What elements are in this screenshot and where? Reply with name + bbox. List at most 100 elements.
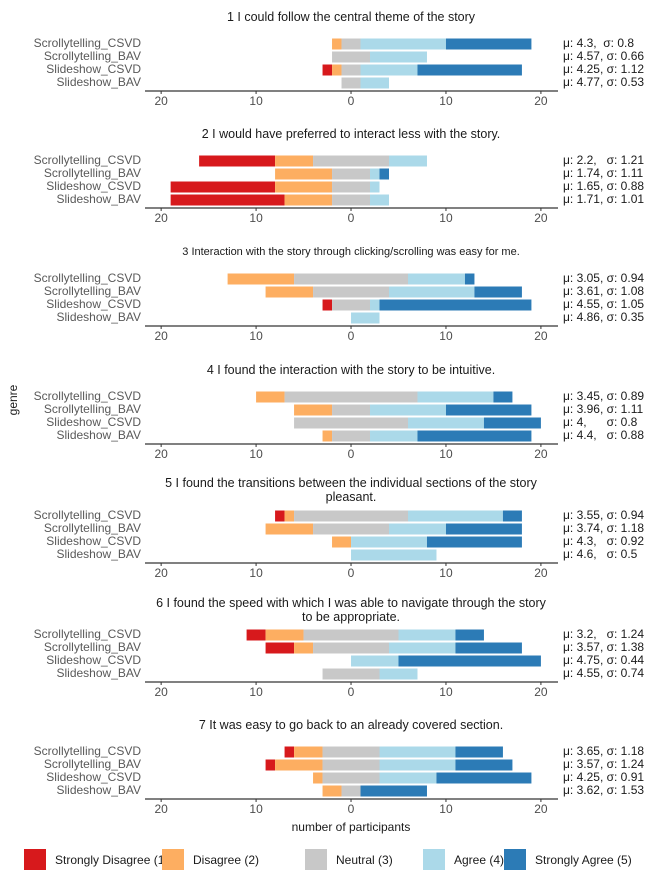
bar-segment — [322, 772, 380, 784]
panel-title: 6 I found the speed with which I was abl… — [156, 596, 546, 624]
legend-label: Strongly Disagree (1) — [55, 853, 168, 867]
stat-label: μ: 3.74, σ: 1.18 — [563, 521, 644, 535]
stat-label: μ: 4.75, σ: 0.44 — [563, 653, 644, 667]
stat-label: μ: 3.05, σ: 0.94 — [563, 271, 644, 285]
stat-label: μ: 1.71, σ: 1.01 — [563, 192, 644, 206]
stat-label: μ: 3.62, σ: 1.53 — [563, 783, 644, 797]
bar-segment — [332, 38, 342, 50]
x-tick-label: 20 — [154, 211, 168, 225]
x-tick-label: 10 — [439, 329, 453, 343]
bar-segment — [275, 181, 333, 193]
bar-segment — [474, 286, 522, 298]
stat-label: μ: 4.55, σ: 1.05 — [563, 297, 644, 311]
bar-segment — [332, 181, 371, 193]
bar-segment — [341, 785, 361, 797]
x-tick-label: 0 — [348, 566, 355, 580]
category-label: Slideshow_BAV — [57, 666, 142, 680]
bar-segment — [426, 536, 522, 548]
x-tick-label: 10 — [249, 685, 263, 699]
legend-label: Neutral (3) — [336, 853, 393, 867]
x-tick-label: 10 — [249, 329, 263, 343]
bar-segment — [360, 64, 418, 76]
bar-segment — [332, 51, 371, 63]
legend-label: Disagree (2) — [193, 853, 259, 867]
bar-segment — [370, 51, 427, 63]
x-tick-label: 20 — [154, 329, 168, 343]
category-label: Slideshow_BAV — [57, 75, 142, 89]
x-tick-label: 20 — [534, 329, 548, 343]
x-tick-label: 20 — [534, 802, 548, 816]
category-label: Scrollytelling_BAV — [44, 640, 141, 654]
bar-segment — [389, 642, 456, 654]
x-tick-label: 0 — [348, 329, 355, 343]
category-label: Slideshow_BAV — [57, 783, 142, 797]
bar-segment — [275, 510, 285, 522]
category-label: Scrollytelling_BAV — [44, 757, 141, 771]
category-label: Slideshow_BAV — [57, 547, 142, 561]
bar-segment — [322, 785, 342, 797]
panel-title: 1 I could follow the central theme of th… — [226, 10, 476, 24]
x-tick-label: 0 — [348, 94, 355, 108]
stat-label: μ: 4, σ: 0.8 — [563, 415, 638, 429]
x-tick-label: 20 — [154, 94, 168, 108]
bar-segment — [275, 168, 333, 180]
bar-segment — [313, 523, 390, 535]
stat-label: μ: 3.61, σ: 1.08 — [563, 284, 644, 298]
category-label: Scrollytelling_CSVD — [34, 36, 142, 50]
bar-segment — [370, 181, 380, 193]
category-label: Slideshow_CSVD — [46, 179, 141, 193]
bar-segment — [370, 194, 390, 206]
stat-label: μ: 4.3, σ: 0.8 — [563, 36, 634, 50]
bar-segment — [464, 273, 475, 285]
bar-segment — [294, 510, 408, 522]
bar-segment — [313, 642, 390, 654]
category-label: Scrollytelling_BAV — [44, 284, 141, 298]
x-tick-label: 20 — [154, 685, 168, 699]
x-tick-label: 20 — [534, 566, 548, 580]
bar-segment — [284, 391, 418, 403]
bar-segment — [417, 64, 522, 76]
bar-segment — [398, 629, 456, 641]
bar-segment — [398, 655, 541, 667]
bar-segment — [455, 642, 522, 654]
stat-label: μ: 4.57, σ: 0.66 — [563, 49, 644, 63]
bar-segment — [294, 273, 408, 285]
x-tick-label: 10 — [439, 447, 453, 461]
bar-segment — [370, 168, 380, 180]
stat-label: μ: 3.65, σ: 1.18 — [563, 744, 644, 758]
x-tick-label: 0 — [348, 685, 355, 699]
bar-segment — [436, 772, 532, 784]
category-label: Scrollytelling_BAV — [44, 521, 141, 535]
legend-swatch — [423, 849, 445, 870]
bar-segment — [407, 417, 484, 429]
bar-segment — [265, 629, 304, 641]
bar-segment — [483, 417, 541, 429]
bar-segment — [417, 430, 532, 442]
bar-segment — [294, 404, 333, 416]
legend-swatch — [504, 849, 526, 870]
bar-segment — [284, 194, 333, 206]
bar-segment — [246, 629, 266, 641]
x-tick-label: 0 — [348, 447, 355, 461]
category-label: Scrollytelling_CSVD — [34, 271, 142, 285]
bar-segment — [360, 77, 390, 89]
bar-segment — [332, 404, 371, 416]
bar-segment — [370, 430, 418, 442]
stat-label: μ: 2.2, σ: 1.21 — [563, 153, 644, 167]
category-label: Slideshow_BAV — [57, 310, 142, 324]
legend-swatch — [24, 849, 46, 870]
x-tick-label: 10 — [249, 802, 263, 816]
bar-segment — [313, 286, 390, 298]
stat-label: μ: 1.74, σ: 1.11 — [563, 166, 643, 180]
bar-segment — [322, 64, 333, 76]
x-tick-label: 20 — [154, 447, 168, 461]
x-tick-label: 20 — [534, 211, 548, 225]
bar-segment — [407, 273, 465, 285]
bar-segment — [265, 642, 295, 654]
bar-segment — [389, 523, 446, 535]
bar-segment — [341, 77, 361, 89]
stat-label: μ: 4.55, σ: 0.74 — [563, 666, 644, 680]
x-tick-label: 20 — [534, 447, 548, 461]
bar-segment — [351, 549, 437, 561]
